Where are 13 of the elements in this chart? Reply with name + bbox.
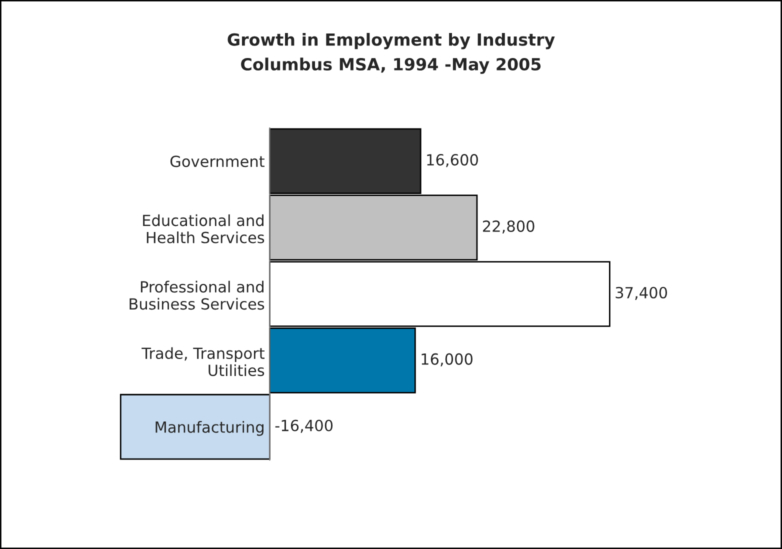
y-tick-label: Trade, Transport Utilities (142, 347, 264, 376)
data-label: 16,000 (422, 353, 472, 366)
y-tick-label: Educational and Health Services (143, 214, 264, 244)
data-label: -16,400 (275, 420, 333, 433)
data-label: 16,600 (427, 154, 478, 168)
y-tick-label: Government (170, 156, 264, 168)
bar (120, 394, 270, 460)
chart-subtitle: Columbus MSA, 1994 -May 2005 (241, 58, 541, 74)
chart-title: Growth in Employment by Industry (228, 32, 555, 50)
data-label: 22,800 (482, 220, 534, 234)
y-tick-label: Manufacturing (156, 421, 264, 436)
data-label: 37,400 (616, 286, 668, 300)
y-tick-label: Professional and Business Services (130, 280, 264, 310)
